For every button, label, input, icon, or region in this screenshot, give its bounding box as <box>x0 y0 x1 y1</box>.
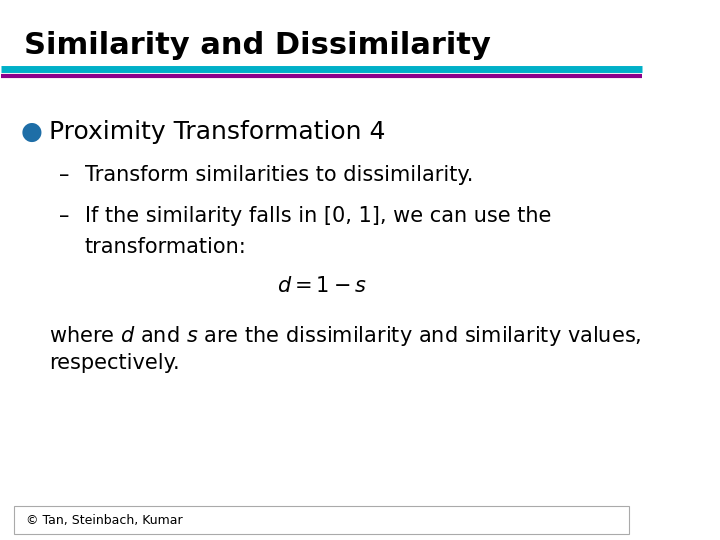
Text: $d = 1 - s$: $d = 1 - s$ <box>276 276 367 296</box>
Text: –: – <box>59 165 69 185</box>
Text: Similarity and Dissimilarity: Similarity and Dissimilarity <box>24 31 491 60</box>
Text: If the similarity falls in [0, 1], we can use the: If the similarity falls in [0, 1], we ca… <box>85 206 551 226</box>
Text: Proximity Transformation 4: Proximity Transformation 4 <box>50 119 386 144</box>
FancyBboxPatch shape <box>14 507 629 534</box>
Text: Transform similarities to dissimilarity.: Transform similarities to dissimilarity. <box>85 165 473 185</box>
Text: ●: ● <box>21 119 42 144</box>
Text: –: – <box>59 206 69 226</box>
Text: where $d$ and $s$ are the dissimilarity and similarity values,: where $d$ and $s$ are the dissimilarity … <box>50 323 642 348</box>
Text: respectively.: respectively. <box>50 353 180 373</box>
Text: transformation:: transformation: <box>85 237 246 256</box>
Text: © Tan, Steinbach, Kumar: © Tan, Steinbach, Kumar <box>26 514 182 527</box>
